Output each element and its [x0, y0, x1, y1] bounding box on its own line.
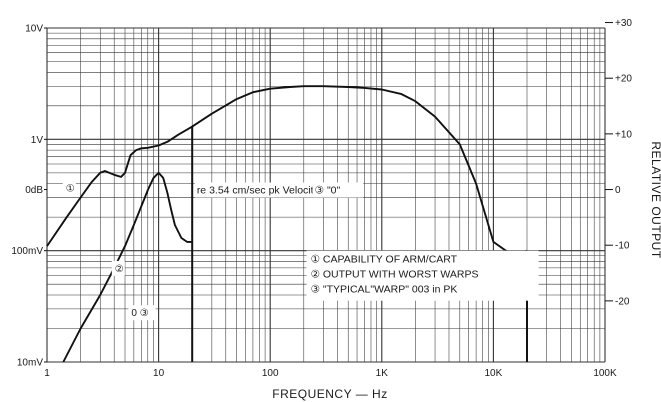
x-tick-label: 100: [262, 368, 279, 379]
series-marker-label: 0 ③: [131, 308, 148, 319]
x-tick-label: 1: [44, 368, 50, 379]
annotation-label: ③ "0": [315, 185, 341, 197]
x-tick-label: 1K: [376, 368, 389, 379]
x-tick-label: 10: [153, 368, 165, 379]
y-tick-label-right: -20: [615, 296, 630, 307]
x-tick-label: 100K: [593, 368, 617, 379]
annotations: re 3.54 cm/sec pk Velocity/ch③ "0" ① ② 0 ③ ①…: [62, 180, 539, 321]
series-marker-backdrop: [111, 260, 125, 276]
y-tick-label-left: 1V: [31, 135, 44, 146]
series-marker-backdrop: [62, 180, 76, 196]
x-tick-label: 10K: [485, 368, 503, 379]
legend-entry: ② OUTPUT WITH WORST WARPS: [311, 269, 479, 281]
x-axis-title: FREQUENCY — Hz: [272, 387, 387, 401]
series-group: [46, 85, 528, 363]
tick-labels: 1 10 100 1K 10K 100K 10V 1V 0dB 100mV 10mV +30 +20 +1…: [11, 18, 632, 379]
annotation-label: re 3.54 cm/sec pk Velocity/ch: [197, 185, 333, 197]
legend-entry: ① CAPABILITY OF ARM/CART: [311, 254, 458, 266]
y-tick-label-right: 0: [615, 185, 621, 196]
right-axis-title: RELATIVE OUTPUT: [649, 141, 661, 258]
series-line-2: [62, 171, 193, 363]
legend-entry: ③ "TYPICAL"WARP" 003 in PK: [311, 284, 458, 296]
y-tick-label-right: +20: [615, 74, 632, 85]
annotation-backdrop: [312, 182, 347, 198]
y-tick-label-left: 100mV: [11, 246, 43, 257]
series-marker-label: ②: [115, 264, 124, 275]
y-tick-label-left: 0dB: [25, 185, 43, 196]
series-marker-label: ①: [66, 183, 75, 194]
series-marker-backdrop: [128, 305, 156, 321]
y-tick-label-right: -10: [615, 241, 630, 252]
legend-box: [306, 250, 539, 301]
y-tick-label-right: +10: [615, 129, 632, 140]
y-tick-label-left: 10V: [25, 24, 43, 35]
y-tick-label-right: +30: [615, 18, 632, 29]
series-line-1: [46, 85, 528, 257]
y-tick-label-left: 10mV: [17, 358, 43, 369]
